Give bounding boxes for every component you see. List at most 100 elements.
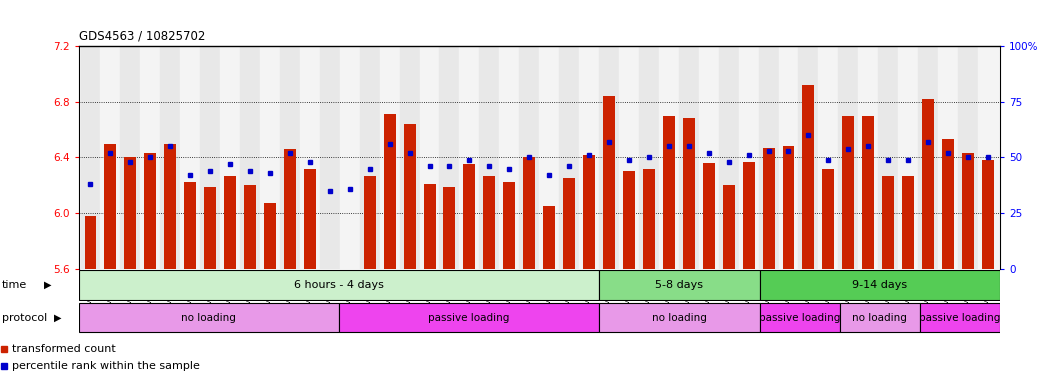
Bar — [440, 46, 460, 269]
Bar — [324, 269, 336, 274]
Bar — [81, 46, 101, 269]
Bar — [982, 160, 994, 269]
Bar — [663, 116, 675, 269]
Bar — [460, 46, 480, 269]
Bar — [978, 46, 998, 269]
Text: 5-8 days: 5-8 days — [655, 280, 704, 290]
Bar — [840, 303, 919, 333]
Text: passive loading: passive loading — [428, 313, 510, 323]
Text: passive loading: passive loading — [919, 313, 1001, 323]
Bar — [883, 175, 894, 269]
Bar — [180, 46, 200, 269]
Bar — [759, 303, 840, 333]
Bar — [859, 46, 878, 269]
Bar — [678, 46, 698, 269]
Bar — [280, 46, 299, 269]
Text: no loading: no loading — [652, 313, 707, 323]
Bar — [579, 46, 599, 269]
Bar — [340, 46, 360, 269]
Bar — [204, 187, 216, 269]
Bar — [363, 175, 376, 269]
Bar — [79, 303, 339, 333]
Bar — [583, 155, 595, 269]
Bar — [101, 46, 120, 269]
Bar — [144, 153, 156, 269]
Text: passive loading: passive loading — [759, 313, 841, 323]
Text: ▶: ▶ — [54, 313, 62, 323]
Bar — [299, 46, 319, 269]
Bar — [424, 184, 436, 269]
Bar — [762, 148, 775, 269]
Bar — [819, 46, 839, 269]
Bar — [918, 46, 938, 269]
Text: no loading: no loading — [852, 313, 907, 323]
Bar — [380, 46, 400, 269]
Bar — [958, 46, 978, 269]
Bar — [360, 46, 380, 269]
Bar — [543, 206, 555, 269]
Bar — [722, 185, 735, 269]
Bar — [304, 169, 316, 269]
Bar — [903, 175, 914, 269]
Bar — [919, 303, 1000, 333]
Text: time: time — [2, 280, 27, 290]
Bar — [524, 157, 535, 269]
Bar — [799, 46, 819, 269]
Bar — [539, 46, 559, 269]
Bar — [563, 178, 575, 269]
Bar — [264, 204, 276, 269]
Bar — [464, 164, 475, 269]
Bar — [599, 270, 759, 300]
Bar — [603, 96, 615, 269]
Bar — [519, 46, 539, 269]
Bar — [220, 46, 240, 269]
Bar — [403, 124, 416, 269]
Bar — [782, 146, 795, 269]
Bar — [499, 46, 519, 269]
Bar — [79, 270, 599, 300]
Bar — [444, 187, 455, 269]
Bar — [822, 169, 834, 269]
Bar — [484, 175, 495, 269]
Bar — [184, 182, 196, 269]
Text: 6 hours - 4 days: 6 hours - 4 days — [294, 280, 384, 290]
Bar — [224, 175, 236, 269]
Bar — [759, 46, 779, 269]
Text: GDS4563 / 10825702: GDS4563 / 10825702 — [79, 29, 205, 42]
Bar — [200, 46, 220, 269]
Bar — [738, 46, 759, 269]
Bar — [85, 216, 96, 269]
Text: no loading: no loading — [181, 313, 237, 323]
Text: ▶: ▶ — [44, 280, 51, 290]
Bar — [339, 303, 599, 333]
Bar — [383, 114, 396, 269]
Bar — [659, 46, 678, 269]
Bar — [319, 46, 340, 269]
Bar — [120, 46, 140, 269]
Bar — [683, 118, 695, 269]
Bar — [343, 269, 356, 280]
Bar — [623, 171, 634, 269]
Bar — [839, 46, 859, 269]
Bar — [400, 46, 420, 269]
Bar — [599, 46, 619, 269]
Text: percentile rank within the sample: percentile rank within the sample — [12, 361, 199, 371]
Bar — [105, 144, 116, 269]
Bar — [160, 46, 180, 269]
Bar — [504, 182, 515, 269]
Bar — [260, 46, 280, 269]
Bar — [480, 46, 499, 269]
Bar — [643, 169, 654, 269]
Bar — [843, 116, 854, 269]
Bar — [802, 85, 815, 269]
Bar — [599, 303, 759, 333]
Bar — [240, 46, 260, 269]
Text: 9-14 days: 9-14 days — [852, 280, 908, 290]
Bar — [559, 46, 579, 269]
Bar — [759, 270, 1000, 300]
Bar — [244, 185, 257, 269]
Bar — [898, 46, 918, 269]
Bar — [718, 46, 738, 269]
Bar — [639, 46, 659, 269]
Bar — [619, 46, 639, 269]
